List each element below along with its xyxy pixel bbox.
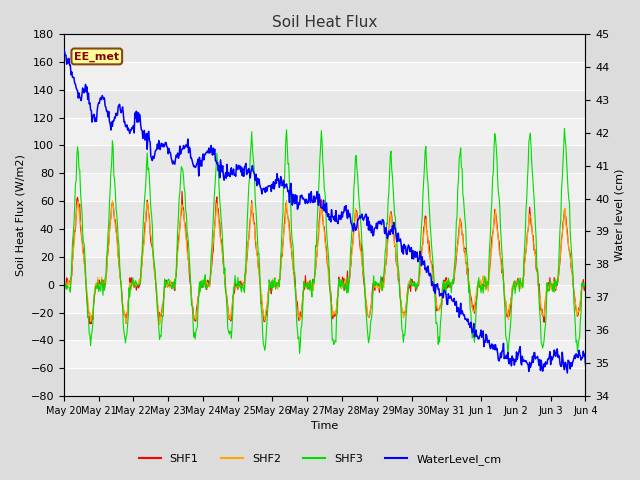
- Bar: [64, 257, 586, 285]
- WaterLevel_cm: [582, 361, 589, 367]
- Bar: [64, 34, 586, 62]
- Line: SHF3: SHF3: [64, 128, 586, 354]
- SHF1: [404, 280, 412, 286]
- Y-axis label: Soil Heat Flux (W/m2): Soil Heat Flux (W/m2): [15, 154, 25, 276]
- WaterLevel_cm: [563, 370, 571, 376]
- SHF1: [582, 278, 589, 284]
- SHF3: [123, 331, 131, 337]
- SHF3: [582, 284, 589, 290]
- SHF3: [504, 351, 511, 357]
- Bar: [64, 90, 586, 118]
- SHF3: [388, 167, 396, 172]
- SHF1: [389, 228, 397, 234]
- SHF1: [124, 308, 131, 314]
- SHF2: [156, 322, 163, 327]
- SHF2: [69, 252, 77, 257]
- SHF3: [60, 282, 68, 288]
- Line: SHF1: SHF1: [64, 192, 586, 324]
- SHF3: [204, 284, 211, 290]
- SHF3: [403, 301, 411, 307]
- Bar: [64, 201, 586, 229]
- SHF3: [561, 125, 568, 131]
- WaterLevel_cm: [69, 74, 77, 80]
- SHF2: [283, 198, 291, 204]
- Bar: [64, 312, 586, 340]
- SHF3: [176, 190, 184, 196]
- SHF1: [178, 189, 186, 194]
- WaterLevel_cm: [60, 47, 68, 52]
- SHF1: [205, 278, 212, 284]
- WaterLevel_cm: [388, 228, 396, 234]
- Y-axis label: Water level (cm): Water level (cm): [615, 169, 625, 261]
- SHF1: [69, 249, 77, 254]
- X-axis label: Time: Time: [311, 421, 339, 432]
- SHF3: [69, 231, 77, 237]
- SHF2: [123, 315, 131, 321]
- Legend: SHF1, SHF2, SHF3, WaterLevel_cm: SHF1, SHF2, SHF3, WaterLevel_cm: [134, 450, 506, 469]
- SHF2: [389, 233, 397, 239]
- Title: Soil Heat Flux: Soil Heat Flux: [272, 15, 378, 30]
- Line: WaterLevel_cm: WaterLevel_cm: [64, 49, 586, 373]
- SHF2: [204, 283, 212, 289]
- Bar: [64, 145, 586, 173]
- SHF2: [177, 216, 184, 221]
- SHF1: [60, 283, 68, 288]
- SHF1: [88, 321, 95, 326]
- WaterLevel_cm: [403, 252, 411, 257]
- SHF2: [582, 278, 589, 284]
- Text: EE_met: EE_met: [74, 51, 119, 61]
- WaterLevel_cm: [123, 122, 131, 128]
- Line: SHF2: SHF2: [64, 201, 586, 324]
- SHF2: [404, 283, 412, 289]
- WaterLevel_cm: [176, 143, 184, 149]
- SHF1: [177, 214, 184, 219]
- WaterLevel_cm: [204, 148, 211, 154]
- SHF2: [60, 284, 68, 289]
- Bar: [64, 368, 586, 396]
